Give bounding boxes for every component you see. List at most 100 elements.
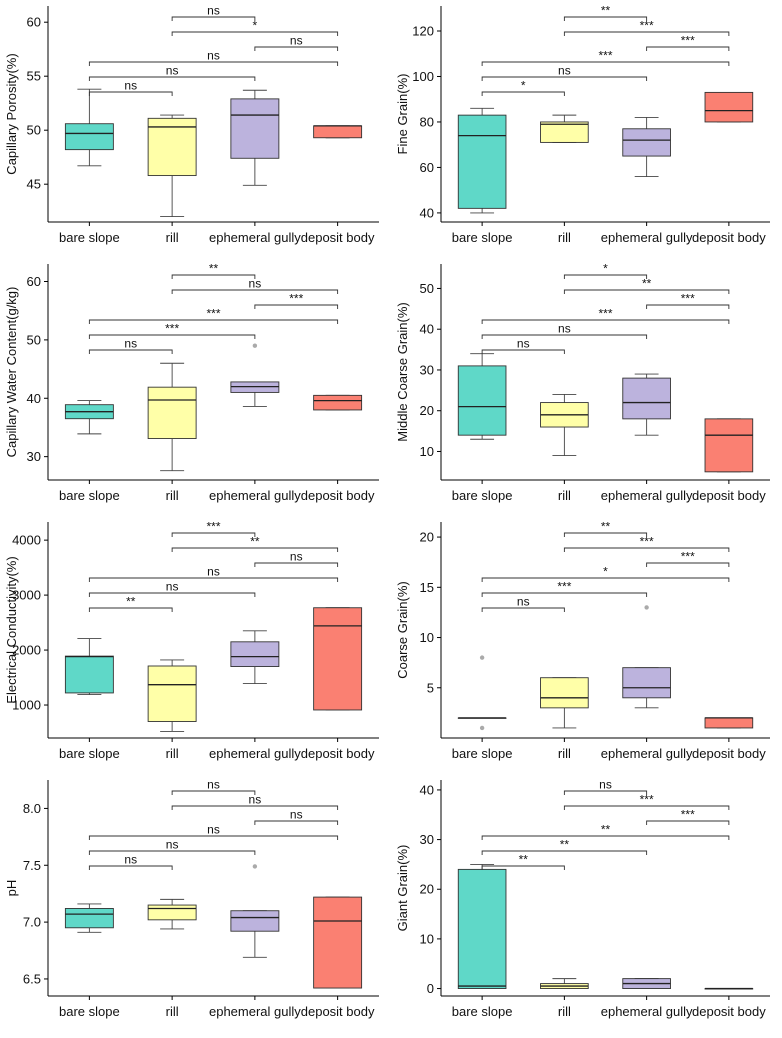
y-tick-label: 120 xyxy=(412,24,434,39)
iqr-box xyxy=(457,868,507,990)
significance-label: *** xyxy=(206,520,220,534)
significance-bracket-2: *** xyxy=(563,19,730,36)
significance-bracket-6: ** xyxy=(481,853,565,870)
bracket-line xyxy=(254,820,339,825)
y-tick-label: 7.0 xyxy=(23,915,41,930)
y-tick-label: 7.5 xyxy=(23,858,41,873)
significance-label: ns xyxy=(249,793,262,807)
chart-panel-3: 30 40 50 60 Capillary Water Content(g/kg) bar… xyxy=(4,262,379,503)
significance-bracket-2: ns xyxy=(171,277,339,294)
x-tick-label-3: ephemeral gully xyxy=(601,230,693,245)
bracket-line xyxy=(481,577,730,582)
x-tick-label-3: ephemeral gully xyxy=(209,746,301,761)
y-tick-label: 40 xyxy=(27,391,41,406)
iqr-box xyxy=(704,418,754,473)
iqr-box xyxy=(540,121,589,143)
significance-bracket-3: *** xyxy=(646,808,730,825)
bracket-line xyxy=(563,289,730,294)
bracket-line xyxy=(563,16,648,21)
box-4 xyxy=(313,394,363,411)
y-tick-label: 5 xyxy=(427,680,434,695)
significance-label: ** xyxy=(642,277,652,291)
iqr-box xyxy=(313,607,363,711)
bracket-line xyxy=(171,790,256,795)
y-tick-label: 50 xyxy=(27,332,41,347)
y-axis-title: pH xyxy=(4,880,19,897)
y-tick-label: 80 xyxy=(420,114,434,129)
x-tick-label-3: ephemeral gully xyxy=(601,746,693,761)
bracket-line xyxy=(481,349,565,354)
bracket-line xyxy=(88,349,173,354)
significance-label: ns xyxy=(166,580,179,594)
y-tick-label: 20 xyxy=(420,882,434,897)
y-axis-title: Capillary Porosity(%) xyxy=(4,53,19,174)
y-tick-label: 60 xyxy=(420,160,434,175)
significance-label: ns xyxy=(558,64,571,78)
bracket-line xyxy=(88,334,256,339)
significance-label: ** xyxy=(601,823,611,837)
x-tick-label-1: bare slope xyxy=(452,1004,513,1019)
x-tick-label-3: ephemeral gully xyxy=(209,488,301,503)
y-tick-label: 60 xyxy=(27,274,41,289)
outlier-point xyxy=(252,343,258,348)
bracket-line xyxy=(88,577,339,582)
x-tick-label-4: deposit body xyxy=(692,488,766,503)
significance-label: ns xyxy=(290,550,303,564)
bracket-line xyxy=(481,865,565,870)
significance-label: *** xyxy=(640,793,654,807)
box-4 xyxy=(313,125,363,139)
bracket-line xyxy=(563,274,648,279)
y-tick-label: 55 xyxy=(27,69,41,84)
y-tick-label: 30 xyxy=(420,832,434,847)
box-2 xyxy=(540,677,589,729)
x-tick-label-4: deposit body xyxy=(692,746,766,761)
box-2 xyxy=(147,898,197,930)
bracket-line xyxy=(88,607,173,612)
iqr-box xyxy=(313,394,363,411)
box-4 xyxy=(704,987,754,990)
significance-bracket-1: * xyxy=(563,262,648,279)
y-axis-title: Capillary Water Content(g/kg) xyxy=(4,287,19,458)
bracket-line xyxy=(88,592,256,597)
y-tick-label: 50 xyxy=(27,123,41,138)
iqr-box xyxy=(540,677,589,709)
significance-bracket-6: ns xyxy=(88,853,173,870)
outlier-point xyxy=(252,864,258,869)
bracket-line xyxy=(254,562,339,567)
iqr-box xyxy=(230,910,280,932)
significance-bracket-5: ns xyxy=(88,838,256,855)
y-tick-label: 4000 xyxy=(12,533,41,548)
significance-label: ns xyxy=(558,322,571,336)
significance-label: ns xyxy=(207,565,220,579)
significance-bracket-6: ** xyxy=(88,595,173,612)
bracket-line xyxy=(88,319,339,324)
bracket-line xyxy=(254,304,339,309)
significance-bracket-4: * xyxy=(481,565,730,582)
y-tick-label: 20 xyxy=(420,403,434,418)
box-4 xyxy=(313,896,363,989)
y-tick-label: 6.5 xyxy=(23,971,41,986)
chart-panel-1: 45 50 55 60 Capillary Porosity(%) bare slope r… xyxy=(4,4,379,245)
significance-label: ns xyxy=(599,778,612,792)
significance-bracket-2: ns xyxy=(171,793,339,810)
x-tick-label-1: bare slope xyxy=(59,230,120,245)
x-tick-label-1: bare slope xyxy=(452,488,513,503)
x-tick-label-2: rill xyxy=(166,1004,179,1019)
significance-label: *** xyxy=(640,19,654,33)
significance-bracket-5: *** xyxy=(88,322,256,339)
y-tick-label: 40 xyxy=(420,782,434,797)
significance-label: ns xyxy=(290,808,303,822)
box-3 xyxy=(622,373,671,436)
significance-bracket-6: ns xyxy=(481,595,565,612)
x-tick-label-2: rill xyxy=(166,230,179,245)
bracket-line xyxy=(481,91,565,96)
iqr-box xyxy=(313,125,363,139)
box-1 xyxy=(457,863,507,990)
bracket-line xyxy=(481,835,730,840)
y-axis-title: Coarse Grain(%) xyxy=(395,581,410,679)
box-2 xyxy=(147,114,197,218)
significance-label: *** xyxy=(598,49,612,63)
y-tick-label: 1000 xyxy=(12,698,41,713)
iqr-box xyxy=(147,665,197,722)
